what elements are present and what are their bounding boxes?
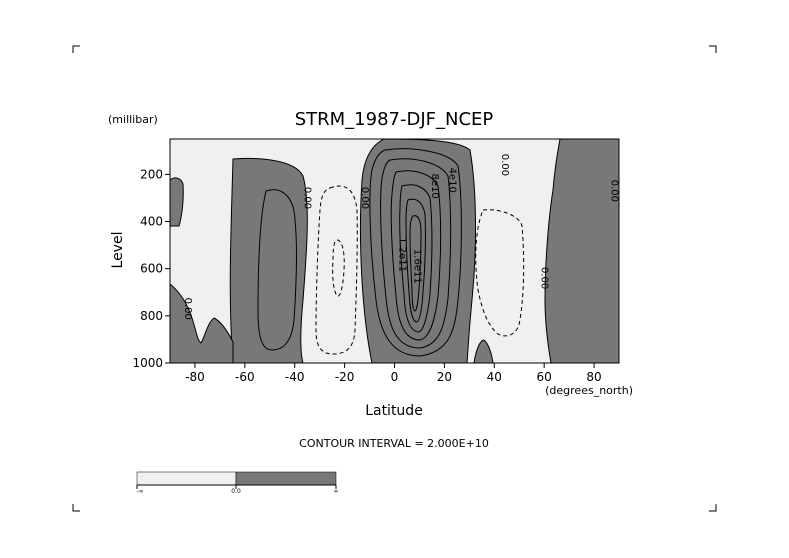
x-units-label: (degrees_north) [545,384,633,397]
x-tick-label: 60 [537,370,552,384]
positive-contour-lines [257,148,462,357]
contour-label: 0.00 [302,187,313,209]
positive-patch-surface-north [473,339,494,363]
legend-swatch-positive [235,471,337,486]
contour-interval-note: CONTOUR INTERVAL = 2.000E+10 [299,437,489,450]
contour-label: 8e10 [429,174,440,199]
legend-swatch-negative [136,471,237,486]
x-tick-label: 0 [391,370,399,384]
x-tick-label: 40 [487,370,502,384]
y-tick-label: 600 [140,262,163,276]
y-tick-label: 200 [140,167,163,181]
x-axis: -80 -60 -40 -20 0 20 40 60 80 [185,363,602,384]
contour-label: 0.00 [609,180,620,202]
positive-band-southern [229,157,308,363]
negative-contour-lines [315,185,525,355]
contour-labels: 0.00 0.00 0.00 1.2e11 1.6e11 8e10 4e10 0.00 0.00… [182,154,620,320]
contour-label: 0.00 [499,154,510,176]
legend-label-zero: 0.0 [231,488,241,495]
y-units-label: (millibar) [108,113,158,126]
x-tick-label: -80 [185,370,205,384]
contour-label: 1.2e11 [396,237,407,272]
plot-area: 0.00 0.00 0.00 1.2e11 1.6e11 8e10 4e10 0.00 0.00… [169,138,620,364]
x-tick-label: -60 [235,370,255,384]
x-tick-label: 20 [437,370,452,384]
y-axis-label: Level [110,232,126,269]
contour-label: 0.00 [359,187,370,209]
y-tick-label: 800 [140,309,163,323]
positive-patch-surface-south [170,283,234,363]
contour-label: 0.00 [182,298,193,320]
positive-patch-polar-south [170,177,184,227]
x-tick-label: 80 [586,370,601,384]
contour-label: 1.6e11 [411,249,422,284]
y-tick-label: 400 [140,215,163,229]
positive-band-northern [544,139,619,363]
legend-label-min: -∞ [136,488,143,495]
x-tick-label: -20 [335,370,355,384]
color-legend: -∞ 0.0 ∞ [136,471,339,495]
y-tick-label: 1000 [132,356,163,370]
y-axis: 200 400 600 800 1000 [132,167,170,370]
corner-marks [72,45,717,512]
contour-label: 4e10 [446,168,457,193]
x-axis-label: Latitude [365,403,423,419]
contour-label: 0.00 [539,267,550,289]
chart-title: STRM_1987-DJF_NCEP [295,109,494,130]
x-tick-label: -40 [285,370,305,384]
legend-label-max: ∞ [334,488,339,495]
